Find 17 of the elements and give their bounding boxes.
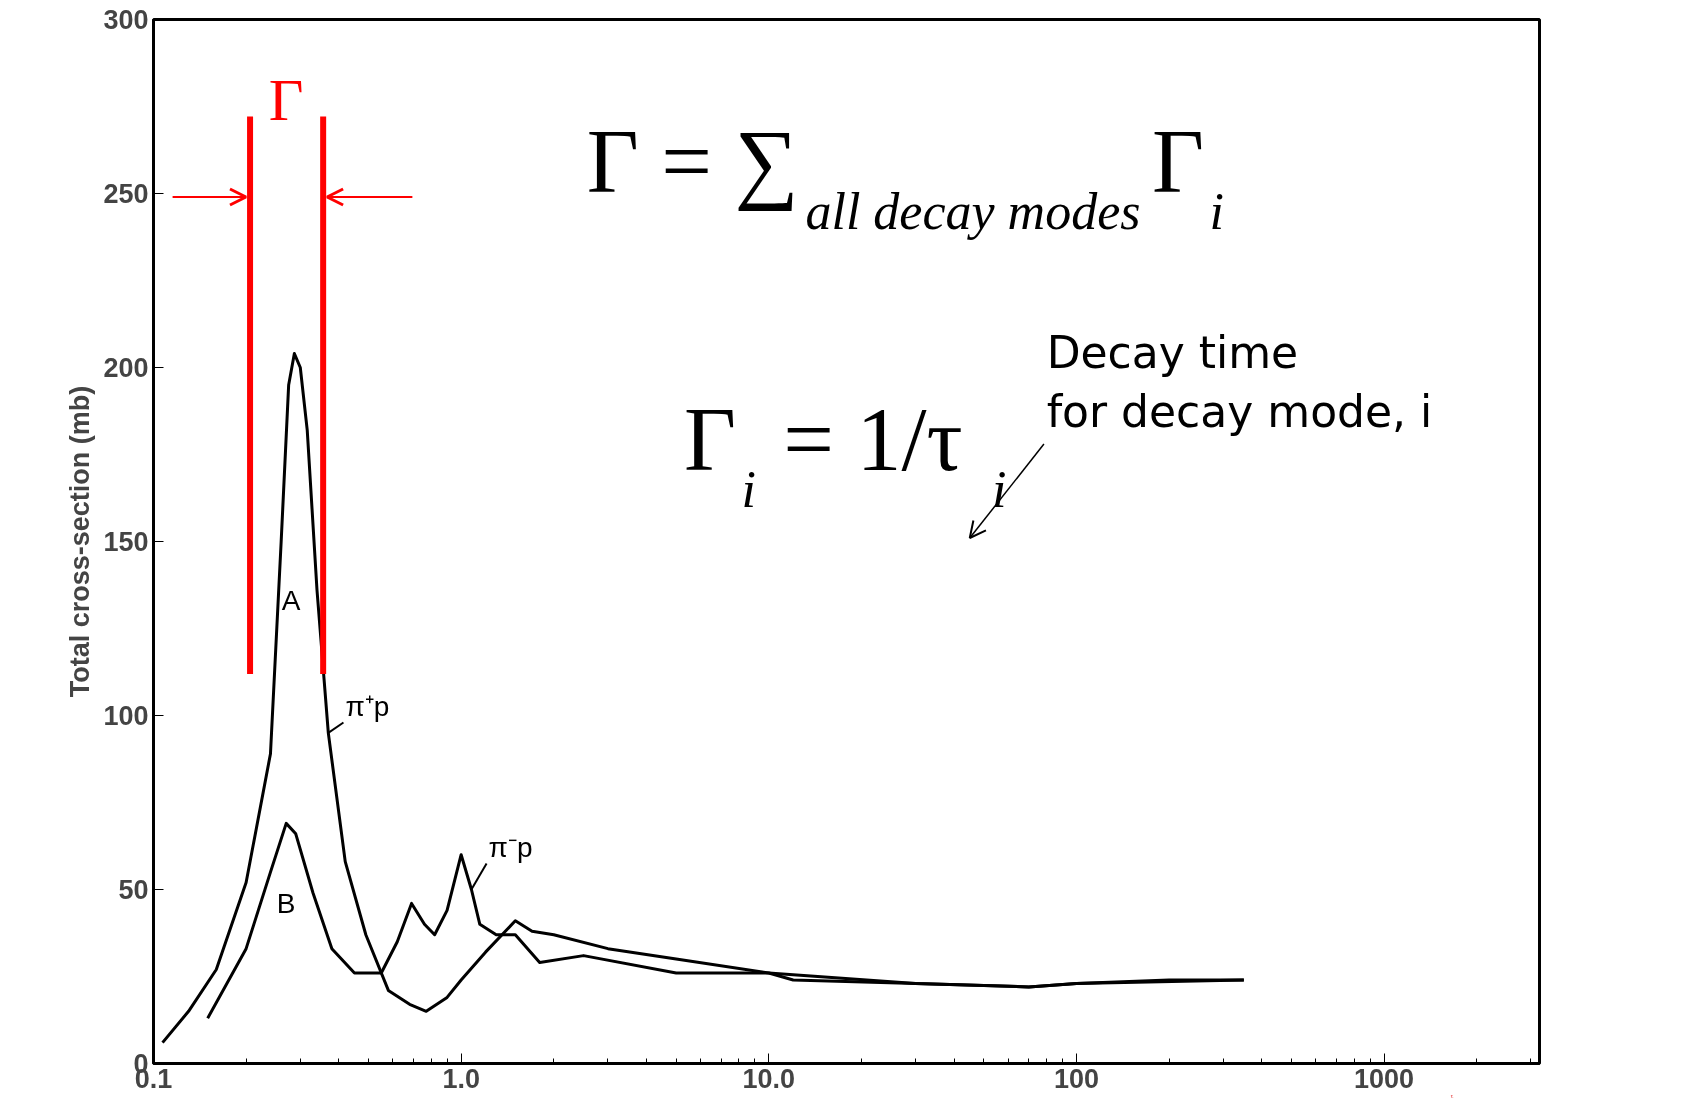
y-tick-label: 200 [103,353,149,383]
annotation: B [276,887,296,919]
x-tick-label: 1000 [1354,1063,1415,1094]
series-label: π⁺p [345,691,390,723]
x-tick-label: 10.0 [742,1063,796,1094]
y-tick-label: 50 [118,875,149,905]
y-tick-label: 150 [103,527,149,557]
y-tick-label: 100 [103,701,149,731]
x-tick-label: 100 [1053,1063,1099,1094]
annotation: A [281,585,301,617]
y-axis-title: Total cross-section (mb) [65,385,96,698]
annotation: Γ [268,66,304,133]
series-label: π⁻p [488,832,533,864]
y-tick-label: 250 [103,179,149,209]
annotation: Decay time for decay mode, i [1046,327,1433,438]
x-tick-label: 1.0 [442,1063,480,1094]
y-tick-label: 300 [103,5,149,35]
